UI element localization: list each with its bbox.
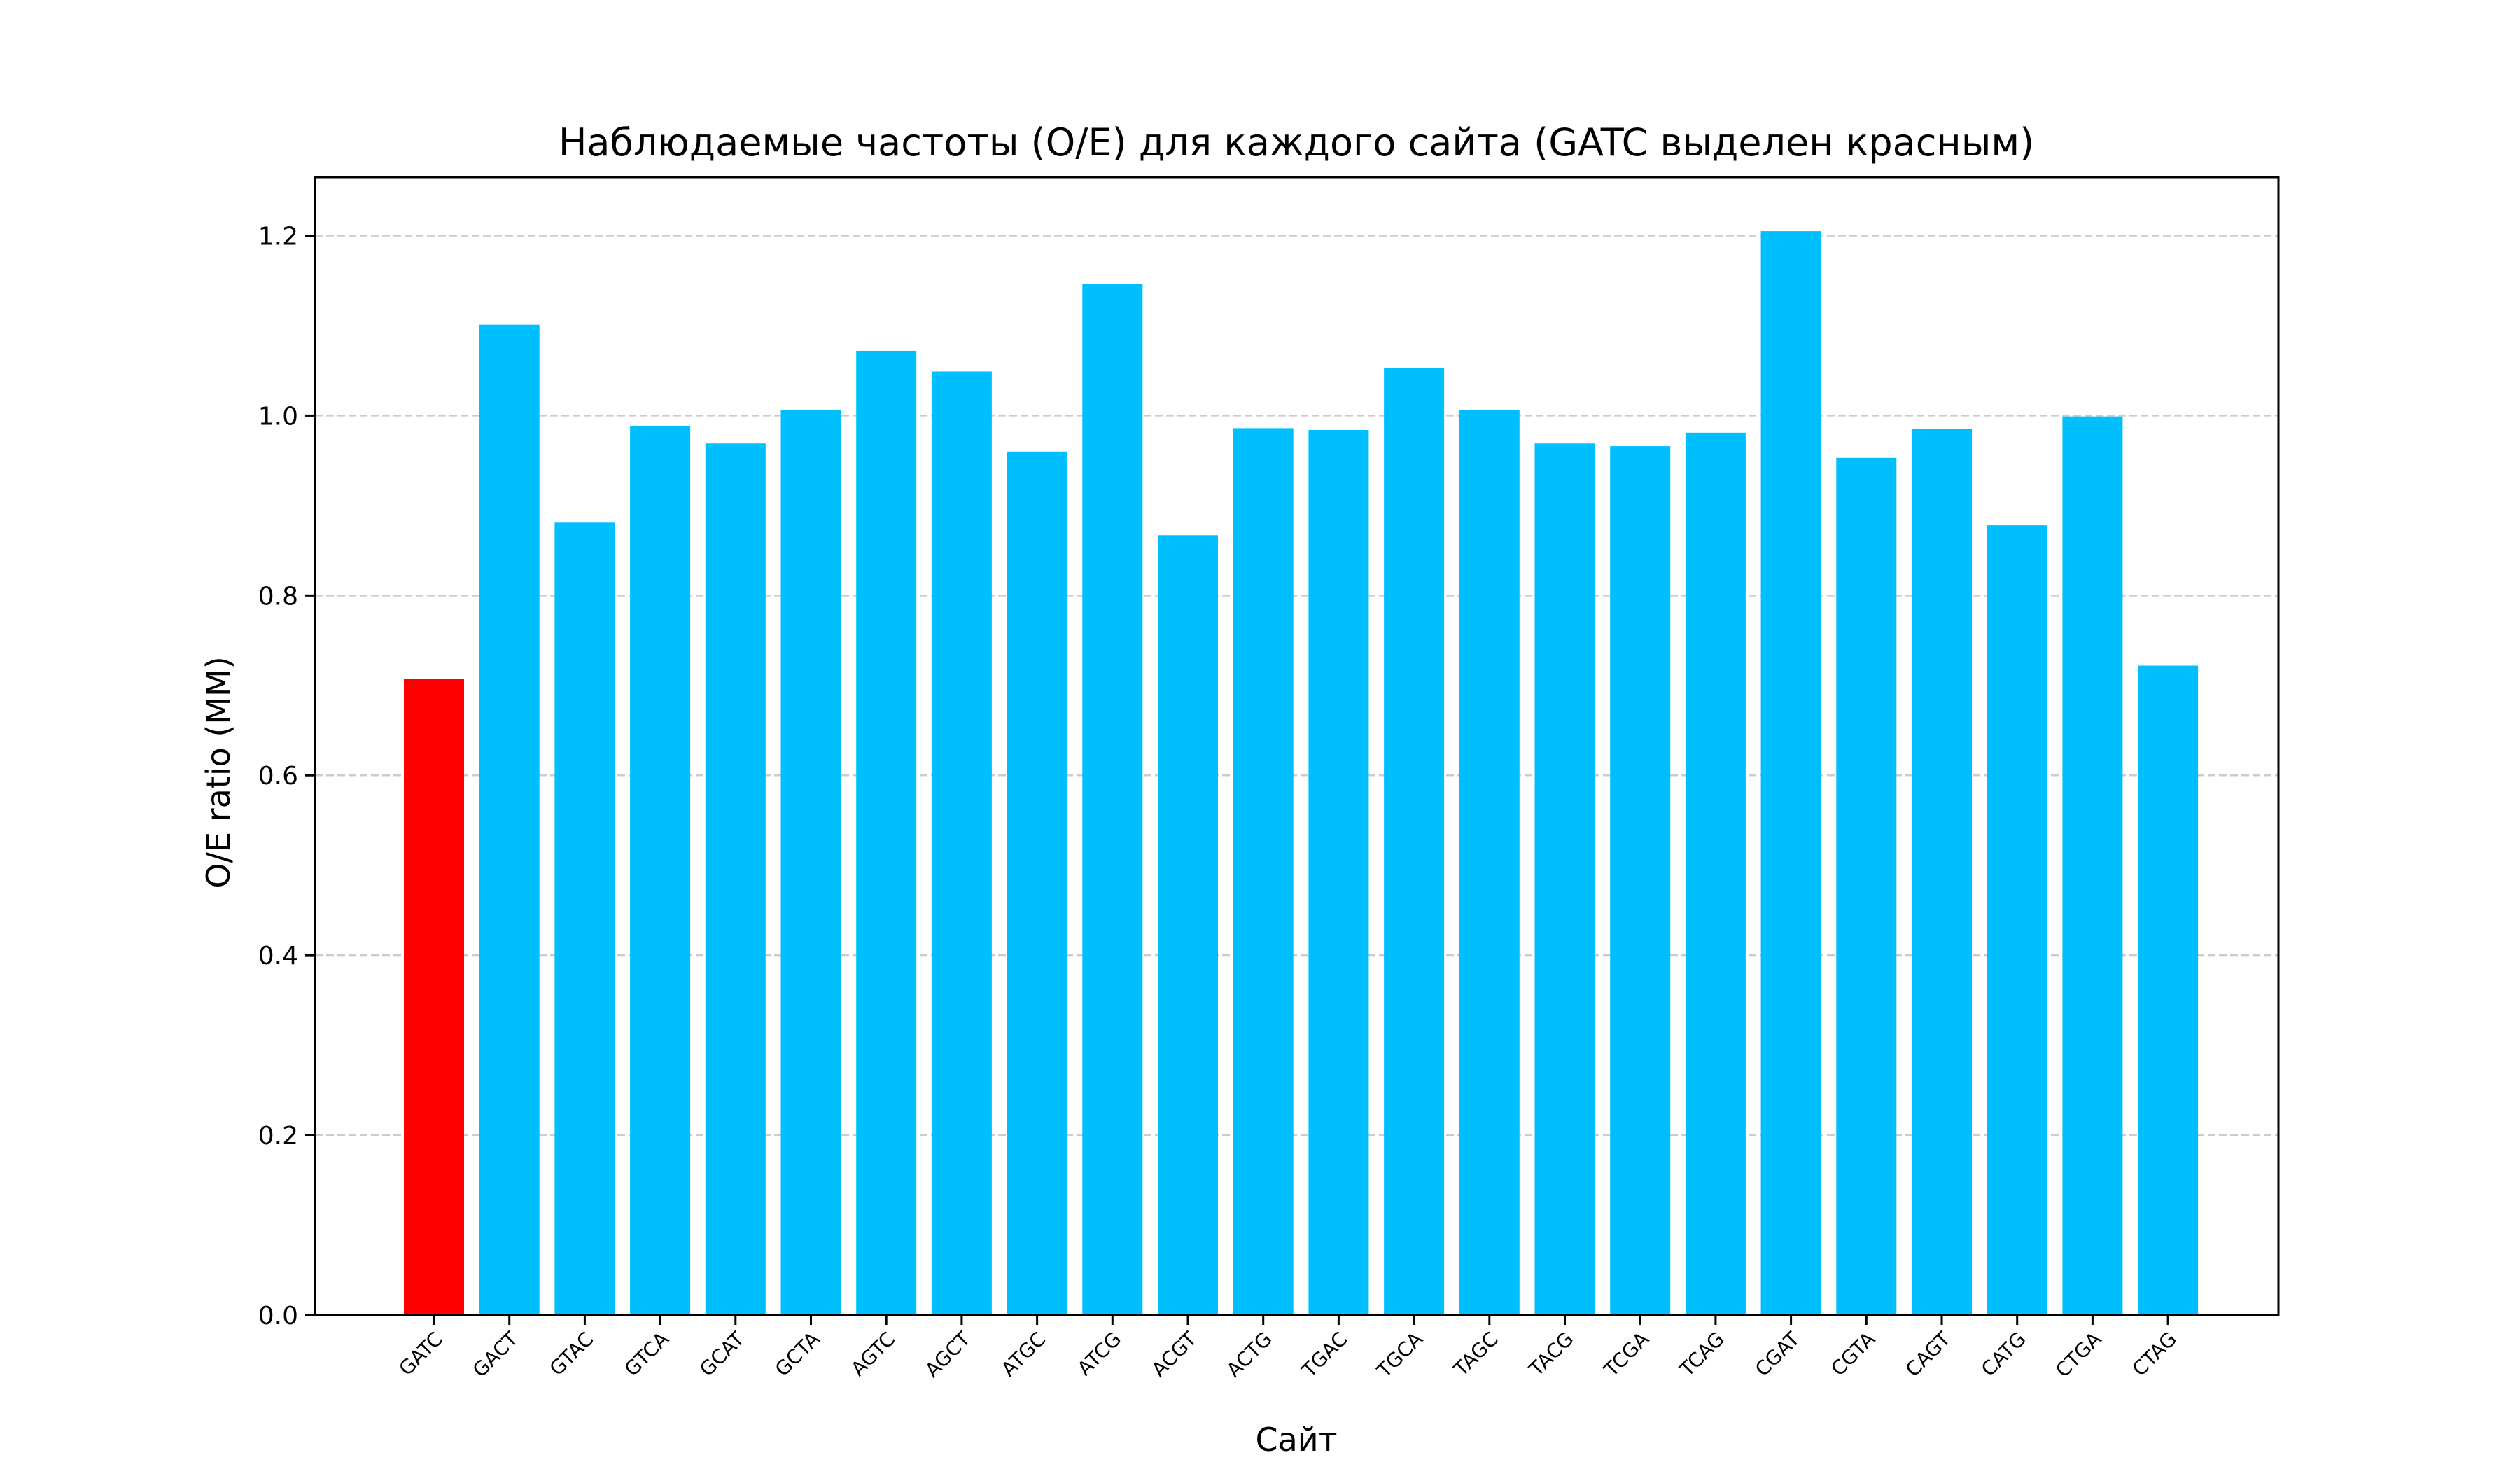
y-tick-label: 1.2	[258, 222, 298, 251]
x-tick-label: GTCA	[620, 1328, 673, 1381]
x-tick-label: CATG	[1977, 1328, 2031, 1382]
y-tick-label: 0.6	[258, 762, 298, 791]
chart-title: Наблюдаемые частоты (O/E) для каждого са…	[559, 120, 2034, 165]
x-tick-label: ATGC	[997, 1328, 1051, 1382]
x-tick-label: AGTC	[846, 1328, 899, 1381]
bar-ctag	[2138, 665, 2199, 1315]
y-tick-label: 0.8	[258, 582, 298, 611]
bar-gtac	[554, 522, 615, 1315]
x-tick-label: TGCA	[1372, 1328, 1427, 1383]
x-tick-label: CTGA	[2051, 1328, 2106, 1382]
bar-tgca	[1384, 368, 1445, 1315]
bar-tagc	[1459, 410, 1520, 1315]
x-tick-label: CGTA	[1826, 1328, 1879, 1381]
x-tick-label: GCAT	[695, 1327, 749, 1381]
bar-tacg	[1534, 443, 1595, 1315]
bar-gact	[479, 324, 540, 1316]
bar-cgta	[1836, 457, 1897, 1315]
y-tick-label: 0.4	[258, 942, 298, 971]
bar-ctga	[2062, 416, 2123, 1315]
x-tick-label: ACTG	[1222, 1328, 1277, 1382]
y-tick-label: 0.2	[258, 1122, 298, 1150]
x-tick-label: TCGA	[1599, 1328, 1653, 1382]
bar-gcat	[705, 443, 766, 1315]
bar-tcag	[1685, 432, 1746, 1315]
bar-agct	[931, 371, 992, 1315]
y-tick-label: 1.0	[258, 402, 298, 431]
bar-actg	[1233, 428, 1294, 1316]
bars	[404, 231, 2199, 1316]
x-axis-ticks: GATC GACT GTAC GTCA GCAT GCTA AGTC AGCT ATGC ATCG…	[394, 1315, 2181, 1382]
x-tick-label: TAGC	[1449, 1328, 1503, 1382]
bar-tgac	[1308, 429, 1369, 1315]
x-tick-label: AGCT	[920, 1327, 975, 1382]
bar-atcg	[1082, 284, 1143, 1315]
x-tick-label: GACT	[468, 1327, 523, 1382]
bar-atgc	[1007, 451, 1068, 1316]
x-tick-label: TACG	[1524, 1328, 1578, 1382]
bar-catg	[1987, 525, 2047, 1315]
x-tick-label: GTAC	[545, 1328, 598, 1381]
x-tick-label: TCAG	[1675, 1328, 1729, 1382]
bar-gtca	[630, 426, 691, 1315]
x-tick-label: ACGT	[1147, 1327, 1202, 1382]
bar-agtc	[856, 350, 917, 1315]
x-tick-label: GATC	[394, 1328, 447, 1380]
x-tick-label: CTAG	[2128, 1328, 2181, 1381]
x-tick-label: CGAT	[1751, 1327, 1805, 1381]
plot-frame	[314, 176, 2280, 1316]
bar-gcta	[780, 410, 841, 1315]
bar-cgat	[1760, 231, 1821, 1316]
x-axis-label: Сайт	[1256, 1421, 1338, 1459]
bar-gatc	[404, 679, 464, 1315]
x-tick-label: CAGT	[1901, 1327, 1956, 1382]
x-tick-label: TGAC	[1297, 1328, 1352, 1382]
y-axis-ticks: 0.0 0.2 0.4 0.6 0.8 1.0 1.2	[258, 222, 315, 1330]
bar-acgt	[1158, 535, 1218, 1315]
y-tick-label: 0.0	[258, 1302, 298, 1330]
x-tick-label: ATCG	[1073, 1328, 1126, 1380]
bar-tcga	[1610, 446, 1671, 1316]
bar-cagt	[1912, 429, 1972, 1315]
y-axis-label: O/E ratio (MM)	[200, 656, 237, 888]
x-tick-label: GCTA	[771, 1328, 825, 1382]
